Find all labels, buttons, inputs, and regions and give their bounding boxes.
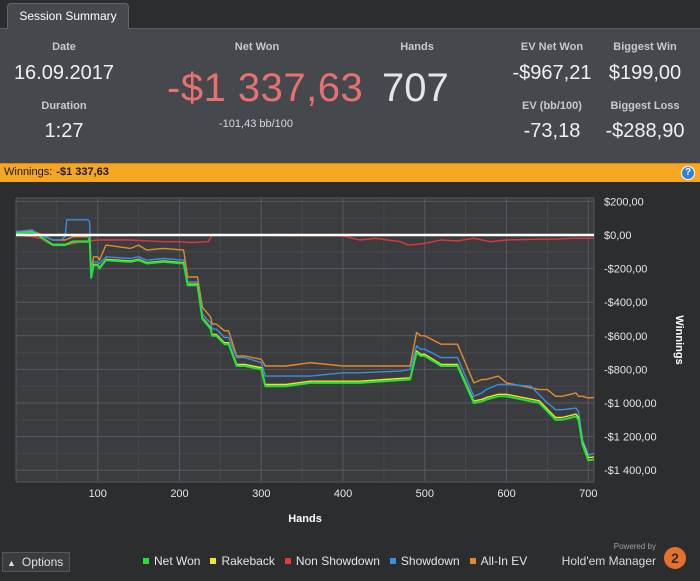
legend-item-non-showdown[interactable]: Non Showdown — [284, 554, 380, 568]
hands-value: 707 — [382, 66, 449, 110]
winnings-label: Winnings: — [4, 166, 53, 178]
legend-label: Rakeback — [221, 554, 275, 568]
x-tick-label: 500 — [416, 488, 434, 500]
tab-strip: Session Summary — [0, 0, 700, 29]
tab-session-summary[interactable]: Session Summary — [7, 3, 129, 29]
question-icon[interactable]: ? — [681, 166, 695, 180]
brand-name: Hold'em Manager — [561, 554, 656, 568]
biggest-loss-label: Biggest Loss — [610, 100, 680, 112]
chart-legend: Net Won Rakeback Non Showdown Showdown A… — [143, 553, 537, 569]
net-won-label: Net Won — [234, 41, 280, 53]
y-tick-label: $0,00 — [604, 230, 632, 242]
options-button[interactable]: ▲ Options — [2, 552, 70, 572]
x-tick-label: 600 — [497, 488, 515, 500]
biggest-win-value: $199,00 — [608, 62, 682, 84]
date-value: 16.09.2017 — [13, 62, 115, 84]
brand: Powered by Hold'em Manager 2 — [556, 542, 686, 577]
duration-label: Duration — [41, 100, 87, 112]
duration-value: 1:27 — [44, 120, 84, 142]
legend-label: Non Showdown — [295, 554, 380, 568]
winnings-chart: $200,00 $0,00 -$200,00 -$400,00 -$600,00 -$80… — [0, 182, 700, 545]
footer: ▲ Options Net Won Rakeback Non Showdown S… — [0, 542, 700, 581]
biggest-loss-value: -$288,90 — [605, 120, 685, 142]
legend-item-rakeback[interactable]: Rakeback — [210, 554, 275, 568]
biggest-win-label: Biggest Win — [613, 41, 677, 53]
y-tick-label: -$1 000,00 — [604, 398, 657, 410]
x-tick-label: 300 — [252, 488, 270, 500]
options-label: Options — [21, 555, 64, 569]
legend-item-net-won[interactable]: Net Won — [143, 554, 200, 568]
chevron-up-icon: ▲ — [7, 558, 16, 568]
legend-swatch-net-won — [143, 558, 149, 564]
x-tick-label: 100 — [89, 488, 107, 500]
y-tick-label: -$400,00 — [604, 297, 647, 309]
legend-swatch-all-in-ev — [469, 558, 476, 564]
legend-swatch-rakeback — [210, 558, 217, 564]
winnings-value: -$1 337,63 — [56, 166, 109, 178]
x-tick-label: 400 — [334, 488, 352, 500]
y-tick-label: -$800,00 — [604, 364, 647, 376]
stats-panel: Date 16.09.2017 Duration 1:27 Net Won -$… — [0, 29, 700, 163]
winnings-text: Winnings: -$1 337,63 — [4, 166, 109, 178]
date-label: Date — [52, 41, 76, 53]
legend-label: All-In EV — [480, 554, 528, 568]
y-tick-label: -$1 200,00 — [604, 432, 657, 444]
bb-per-100: -101,43 bb/100 — [219, 118, 294, 130]
ev-net-won-value: -$967,21 — [512, 62, 592, 84]
x-axis-title: Hands — [288, 513, 322, 525]
y-tick-label: $200,00 — [604, 196, 644, 208]
ev-bb-label: EV (bb/100) — [522, 100, 582, 112]
chart-svg: $200,00 $0,00 -$200,00 -$400,00 -$600,00 -$80… — [15, 196, 685, 525]
powered-by-text: Powered by — [613, 542, 656, 551]
x-tick-label: 200 — [170, 488, 188, 500]
x-tick-label: 700 — [579, 488, 597, 500]
hands-label: Hands — [400, 41, 434, 53]
y-tick-label: -$1 400,00 — [604, 465, 657, 477]
ev-bb-value: -73,18 — [523, 120, 581, 142]
legend-item-showdown[interactable]: Showdown — [389, 554, 460, 568]
legend-swatch-non-showdown — [284, 558, 291, 564]
net-won-value: -$1 337,63 — [167, 66, 364, 110]
legend-label: Net Won — [154, 554, 201, 568]
winnings-bar: Winnings: -$1 337,63 ? — [0, 163, 700, 182]
series-line-showdown — [15, 219, 595, 456]
y-tick-label: -$200,00 — [604, 264, 647, 276]
legend-item-all-in-ev[interactable]: All-In EV — [469, 554, 528, 568]
ev-net-won-label: EV Net Won — [520, 41, 584, 53]
legend-label: Showdown — [400, 554, 460, 568]
legend-swatch-showdown — [389, 558, 396, 564]
y-tick-label: -$600,00 — [604, 331, 647, 343]
holdem-manager-logo: 2 — [664, 547, 686, 569]
y-axis-title: Winnings — [673, 315, 685, 364]
series-line-net-won — [15, 231, 595, 462]
